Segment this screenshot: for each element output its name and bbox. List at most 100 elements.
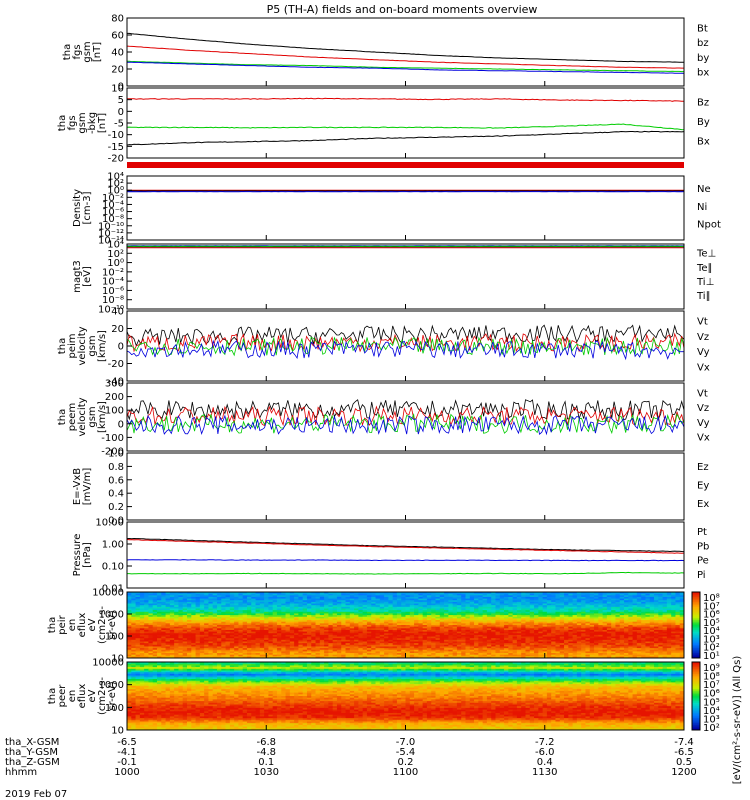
y-tick-label: 60 bbox=[111, 31, 124, 42]
spectrogram-cell bbox=[491, 648, 496, 651]
spectrogram-cell bbox=[315, 625, 321, 628]
spectrogram-cell bbox=[632, 628, 638, 631]
spectrogram-cell bbox=[362, 639, 368, 642]
spectrogram-cell bbox=[221, 621, 226, 624]
spectrogram-cell bbox=[246, 631, 252, 634]
spectrogram-cell bbox=[268, 610, 274, 613]
spectrogram-cell bbox=[259, 623, 265, 626]
y-tick-label: 0.2 bbox=[108, 502, 124, 513]
spectrogram-cell bbox=[401, 592, 406, 595]
spectrogram-cell bbox=[654, 631, 659, 634]
spectrogram-cell bbox=[199, 644, 205, 647]
spectrogram-cell bbox=[572, 629, 578, 632]
y-tick-label: 10⁻⁴ bbox=[102, 277, 124, 288]
spectrogram-cell bbox=[388, 596, 394, 599]
spectrogram-cell bbox=[456, 646, 462, 649]
spectrogram-cell bbox=[538, 629, 543, 632]
spectrogram-cell bbox=[341, 600, 346, 603]
spectrogram-cell bbox=[255, 636, 261, 639]
spectrogram-cell bbox=[186, 621, 192, 624]
spectrogram-cell bbox=[204, 608, 209, 611]
spectrogram-cell bbox=[178, 639, 184, 642]
spectrogram-cell bbox=[564, 641, 569, 644]
spectrogram-cell bbox=[585, 641, 591, 644]
spectrogram-cell bbox=[516, 646, 522, 649]
spectrogram-cell bbox=[238, 638, 244, 641]
spectrogram-cell bbox=[654, 593, 659, 596]
spectrogram-cell bbox=[371, 641, 376, 644]
spectrogram-cell bbox=[229, 644, 235, 647]
spectrogram-cell bbox=[306, 651, 312, 654]
spectrogram-cell bbox=[546, 596, 552, 599]
y-axis-label: Density[cm-3] bbox=[72, 189, 93, 227]
spectrogram-cell bbox=[546, 643, 552, 646]
spectrogram-cell bbox=[302, 610, 308, 613]
spectrogram-cell bbox=[345, 603, 351, 606]
spectrogram-cell bbox=[272, 623, 278, 626]
spectrogram-cell bbox=[615, 648, 621, 651]
spectrogram-cell bbox=[362, 603, 368, 606]
spectrogram-cell bbox=[615, 616, 621, 619]
spectrogram-cell bbox=[581, 611, 586, 614]
spectrogram-cell bbox=[341, 595, 346, 598]
spectrogram-cell bbox=[144, 629, 149, 632]
spectrogram-cell bbox=[229, 592, 235, 595]
spectrogram-cell bbox=[598, 603, 603, 606]
spectrogram-cell bbox=[191, 629, 196, 632]
spectrogram-cell bbox=[221, 605, 226, 608]
y-tick-label: 20 bbox=[111, 324, 124, 335]
spectrogram-cell bbox=[354, 595, 359, 598]
spectrogram-cell bbox=[594, 608, 599, 611]
spectrogram-cell bbox=[602, 638, 608, 641]
spectrogram-cell bbox=[311, 626, 316, 629]
spectrogram-cell bbox=[555, 596, 561, 599]
spectrogram-cell bbox=[504, 608, 509, 611]
spectrogram-cell bbox=[606, 618, 612, 621]
spectrogram-cell bbox=[504, 620, 509, 623]
spectrogram-cell bbox=[632, 636, 638, 639]
spectrogram-cell bbox=[564, 592, 569, 595]
spectrogram-cell bbox=[448, 613, 454, 616]
spectrogram-cell bbox=[602, 596, 608, 599]
spectrogram-cell bbox=[658, 621, 663, 624]
spectrogram-cell bbox=[135, 636, 141, 639]
spectrogram-cell bbox=[148, 605, 154, 608]
spectrogram-cell bbox=[649, 628, 655, 631]
spectrogram-cell bbox=[469, 601, 475, 604]
spectrogram-cell bbox=[156, 592, 162, 595]
spectrogram-cell bbox=[251, 615, 256, 618]
spectrogram-cell bbox=[675, 643, 681, 646]
spectrogram-cell bbox=[328, 625, 334, 628]
spectrogram-cell bbox=[529, 620, 535, 623]
spectrogram-cell bbox=[546, 606, 552, 609]
spectrogram-cell bbox=[512, 621, 518, 624]
spectrogram-cell bbox=[294, 595, 299, 598]
spectrogram-cell bbox=[491, 611, 496, 614]
spectrogram-cell bbox=[259, 605, 265, 608]
spectrogram-cell bbox=[251, 638, 256, 641]
spectrogram-cell bbox=[204, 600, 209, 603]
spectrogram-cell bbox=[516, 611, 522, 614]
spectrogram-cell bbox=[371, 629, 376, 632]
spectrogram-cell bbox=[152, 623, 158, 626]
spectrogram-cell bbox=[127, 644, 132, 647]
spectrogram-cell bbox=[572, 620, 578, 623]
spectrogram-cell bbox=[354, 603, 359, 606]
spectrogram-cell bbox=[439, 596, 445, 599]
spectrogram-cell bbox=[306, 631, 312, 634]
spectrogram-cell bbox=[512, 638, 518, 641]
spectrogram-cell bbox=[332, 629, 338, 632]
spectrogram-cell bbox=[204, 625, 209, 628]
spectrogram-cell bbox=[281, 596, 286, 599]
spectrogram-cell bbox=[559, 610, 565, 613]
spectrogram-cell bbox=[598, 638, 603, 641]
spectrogram-cell bbox=[375, 616, 381, 619]
spectrogram-cell bbox=[285, 644, 291, 647]
spectrogram-cell bbox=[546, 633, 552, 636]
spectrogram-cell bbox=[504, 613, 509, 616]
spectrogram-cell bbox=[246, 636, 252, 639]
spectrogram-cell bbox=[469, 625, 475, 628]
spectrogram-cell bbox=[551, 598, 556, 601]
spectrogram-cell bbox=[594, 649, 599, 652]
y-tick-label: 0 bbox=[118, 82, 124, 93]
